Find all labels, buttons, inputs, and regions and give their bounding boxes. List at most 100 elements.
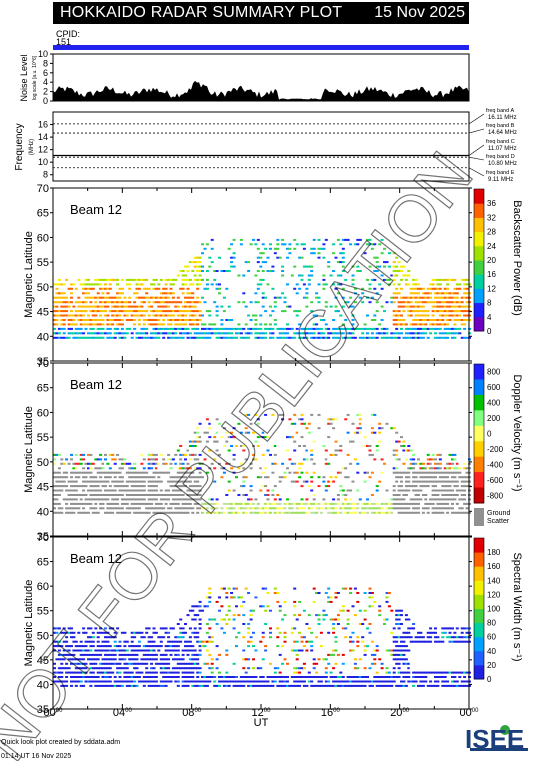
rti-cell xyxy=(244,427,248,430)
rti-cell xyxy=(407,485,411,488)
rti-cell xyxy=(392,676,396,678)
rti-cell xyxy=(159,494,163,496)
rti-cell xyxy=(167,319,171,321)
rti-cell xyxy=(152,278,156,281)
rti-cell xyxy=(358,680,362,683)
x-tick-label: 2000 xyxy=(390,707,410,719)
rti-cell xyxy=(383,247,386,250)
rti-cell xyxy=(412,292,416,295)
rti-cell xyxy=(441,667,445,670)
rti-cell xyxy=(307,283,311,286)
rti-cell xyxy=(235,587,238,590)
rti-cell xyxy=(409,327,413,330)
rti-cell xyxy=(443,287,447,290)
rti-cell xyxy=(179,319,183,321)
rti-cell xyxy=(397,676,401,678)
rti-cell xyxy=(99,489,103,492)
rti-cell xyxy=(317,238,321,241)
rti-cell xyxy=(419,336,423,339)
rti-cell xyxy=(62,667,66,670)
rti-cell xyxy=(203,287,207,290)
rti-cell xyxy=(356,413,360,416)
rti-cell xyxy=(220,676,224,678)
rti-cell xyxy=(421,296,425,299)
rti-cell xyxy=(261,261,265,264)
rti-cell xyxy=(317,327,321,330)
rti-cell xyxy=(363,653,367,656)
rti-cell xyxy=(77,502,81,505)
rti-cell xyxy=(332,502,336,505)
rti-cell xyxy=(409,640,413,643)
rti-cell xyxy=(436,287,440,290)
rti-cell xyxy=(162,458,166,461)
rti-cell xyxy=(244,458,248,461)
rti-cell xyxy=(186,653,190,656)
rti-cell xyxy=(84,323,88,326)
rti-cell xyxy=(312,471,316,474)
rti-cell xyxy=(460,494,464,496)
rti-cell xyxy=(70,671,73,674)
rti-cell xyxy=(341,305,345,308)
rti-cell xyxy=(310,327,314,330)
rti-cell xyxy=(239,462,243,465)
rti-cell xyxy=(186,467,190,470)
rti-cell xyxy=(378,323,382,326)
colorbar-segment xyxy=(474,608,484,624)
rti-cell xyxy=(150,667,154,670)
rti-cell xyxy=(145,319,149,321)
rti-cell xyxy=(205,676,209,678)
rti-cell xyxy=(453,671,457,674)
rti-cell xyxy=(198,265,202,268)
rti-cell xyxy=(96,494,100,496)
rti-cell xyxy=(373,658,377,661)
rti-cell xyxy=(373,431,377,434)
rti-cell xyxy=(264,310,268,313)
rti-cell xyxy=(191,292,195,295)
rti-cell xyxy=(188,480,192,483)
rti-cell xyxy=(128,471,132,474)
rti-cell xyxy=(402,511,406,514)
rti-cell xyxy=(302,645,306,648)
rti-cell xyxy=(104,498,107,501)
rti-cell xyxy=(451,467,454,470)
rti-cell xyxy=(198,680,202,683)
rti-cell xyxy=(133,498,137,501)
rti-cell xyxy=(361,684,365,687)
rti-cell xyxy=(402,494,406,496)
colorbar-segment xyxy=(474,441,484,458)
rti-cell xyxy=(373,314,377,317)
rti-ytick-label: 35 xyxy=(37,356,49,368)
rti-cell xyxy=(463,319,467,321)
rti-cell xyxy=(159,498,163,501)
noise-series xyxy=(53,80,469,101)
rti-cell xyxy=(133,327,137,330)
rti-cell xyxy=(307,676,311,678)
rti-cell xyxy=(116,310,120,313)
rti-cell xyxy=(247,676,251,678)
rti-cell xyxy=(218,292,221,295)
rti-cell xyxy=(463,278,467,281)
rti-cell xyxy=(400,671,403,674)
rti-cell xyxy=(208,449,212,452)
rti-cell xyxy=(351,605,355,608)
rti-cell xyxy=(448,314,452,317)
rti-cell xyxy=(380,287,384,290)
rti-cell xyxy=(436,645,440,648)
rti-cell xyxy=(167,489,171,492)
rti-cell xyxy=(455,640,459,643)
rti-cell xyxy=(434,662,437,665)
rti-cell xyxy=(70,319,73,321)
rti-cell xyxy=(208,640,212,643)
rti-cell xyxy=(89,327,93,330)
rti-cell xyxy=(179,301,183,304)
rti-cell xyxy=(269,332,272,335)
rti-cell xyxy=(358,418,362,421)
rti-cell xyxy=(281,310,285,313)
rti-cell xyxy=(421,511,425,514)
rti-cell xyxy=(283,471,287,474)
rti-cell xyxy=(191,471,195,474)
rti-cell xyxy=(395,480,399,483)
rti-cell xyxy=(463,287,467,290)
rti-cell xyxy=(113,507,117,510)
rti-cell xyxy=(94,662,98,665)
